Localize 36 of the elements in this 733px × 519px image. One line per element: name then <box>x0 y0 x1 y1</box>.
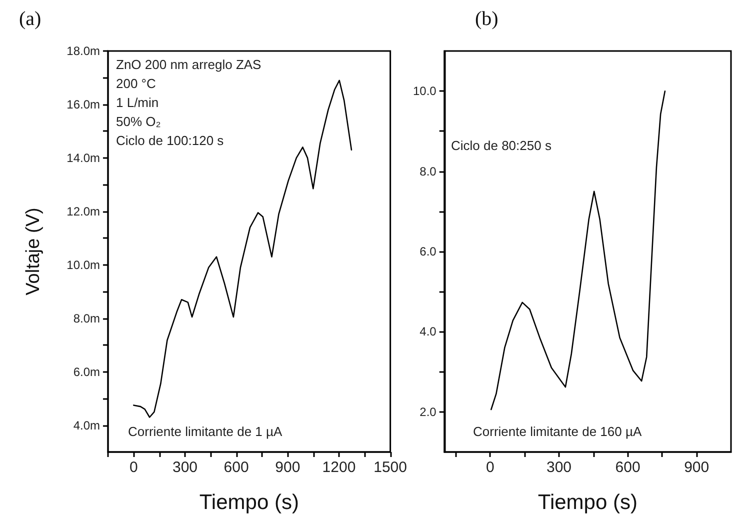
annotation: Corriente limitante de 1 µA <box>128 424 282 439</box>
y-tick-label: 10.0 <box>412 84 437 98</box>
x-tick-label: 900 <box>275 459 300 476</box>
y-tick-label: 4.0 <box>420 324 437 339</box>
y-tick-label: 16.0m <box>66 97 100 112</box>
annotation: Corriente limitante de 160 µA <box>473 424 642 439</box>
x-axis-title: Tiempo (s) <box>538 491 638 514</box>
annotation: 200 °C <box>116 76 156 91</box>
x-tick-label: 900 <box>684 459 710 476</box>
x-tick-label: 600 <box>615 459 640 476</box>
y-tick-label: 8.0 <box>420 164 437 178</box>
y-axis-title: Voltaje (V) <box>23 208 44 296</box>
annotation: 50% O₂ <box>116 114 161 129</box>
y-tick-label: 18.0m <box>66 44 100 58</box>
x-tick-label: 0 <box>486 459 494 476</box>
annotation: Ciclo de 80:250 s <box>451 138 552 153</box>
y-tick-label: 4.0m <box>73 418 100 432</box>
x-tick-label: 600 <box>224 459 249 476</box>
annotation: ZnO 200 nm arreglo ZAS <box>116 57 262 72</box>
chart-title: (a) <box>19 8 42 30</box>
y-tick-label: 6.0m <box>73 364 100 379</box>
y-tick-label: 2.0 <box>420 404 437 419</box>
x-tick-label: 1500 <box>374 459 408 476</box>
x-tick-label: 300 <box>172 459 198 476</box>
annotation: 1 L/min <box>116 95 159 110</box>
y-tick-label: 10.0m <box>66 258 100 272</box>
y-tick-label: 6.0 <box>420 244 437 258</box>
x-tick-label: 300 <box>546 459 572 476</box>
annotation: Ciclo de 100:120 s <box>116 133 224 148</box>
x-tick-label: 1200 <box>322 459 356 476</box>
y-tick-label: 12.0m <box>66 204 100 218</box>
x-tick-label: 0 <box>129 459 138 476</box>
y-tick-label: 8.0m <box>73 311 100 326</box>
chart-title: (b) <box>475 8 498 30</box>
y-tick-label: 14.0m <box>66 150 100 165</box>
x-axis-title: Tiempo (s) <box>199 491 299 514</box>
